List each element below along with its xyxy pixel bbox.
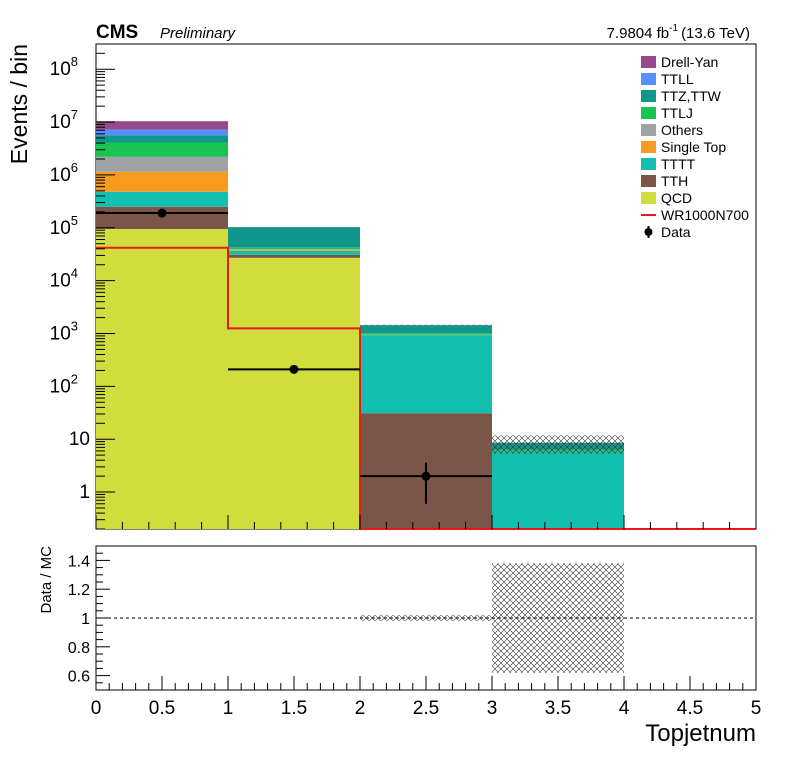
bar-ttz-ttw-bin-1 xyxy=(228,227,360,248)
legend-label-qcd: QCD xyxy=(661,190,692,206)
x-tick-label: 1 xyxy=(223,698,234,719)
ratio-y-tick-label: 1 xyxy=(81,611,90,628)
data-point-1 xyxy=(289,364,299,374)
y-tick-label: 108 xyxy=(50,54,78,80)
ratio-panel: 0.6 0.8 1 1.2 1.4 0 0.5 1 1.5 2 2.5 3 3.5 4 4.5 5 Data … xyxy=(38,545,762,747)
legend-label-single-top: Single Top xyxy=(661,139,726,155)
lumi-exp: -1 xyxy=(669,23,678,34)
y-tick-label: 104 xyxy=(50,266,78,292)
preliminary-label: Preliminary xyxy=(160,25,237,42)
bar-ttz-ttw-bin-0 xyxy=(96,135,228,143)
legend-swatch-others xyxy=(641,124,656,136)
legend-swatch-ttll xyxy=(641,73,656,85)
ratio-axes: 0.6 0.8 1 1.2 1.4 0 0.5 1 1.5 2 2.5 3 3.5 4 4.5 5 xyxy=(68,545,762,719)
energy-value: (13.6 TeV) xyxy=(681,25,750,42)
stack-bars xyxy=(96,121,624,529)
y-tick-label: 105 xyxy=(50,213,78,239)
bar-tttt-bin-3 xyxy=(492,451,624,529)
x-tick-label: 0.5 xyxy=(149,698,175,719)
bar-qcd-bin-0 xyxy=(96,228,228,529)
data-point-0 xyxy=(157,208,167,218)
legend-swatch-ttlj xyxy=(641,107,656,119)
x-tick-label: 0 xyxy=(91,698,102,719)
bar-tttt-bin-2 xyxy=(360,335,492,414)
mc-uncertainty-band xyxy=(360,324,624,454)
stack-uncertainty-bin-2 xyxy=(360,324,492,326)
bar-drell-yan-bin-0 xyxy=(96,121,228,130)
x-tick-label: 5 xyxy=(751,698,762,719)
stack-uncertainty-bin-3 xyxy=(492,435,624,454)
bar-others-bin-1 xyxy=(228,249,360,250)
bar-single-top-bin-1 xyxy=(228,249,360,251)
legend-swatch-data xyxy=(644,228,653,236)
bar-tth-bin-1 xyxy=(228,254,360,258)
signal-line xyxy=(96,246,756,530)
ratio-y-axis-title: Data / MC xyxy=(38,546,55,614)
x-tick-label: 4.5 xyxy=(677,698,703,719)
main-axes: 1 10 102 103 104 105 106 107 108 xyxy=(50,43,757,530)
legend-swatch-qcd xyxy=(641,192,656,204)
signal-histogram xyxy=(96,246,756,530)
x-tick-label: 2 xyxy=(355,698,366,719)
ratio-y-tick-label: 0.6 xyxy=(68,669,90,686)
bar-tttt-bin-1 xyxy=(228,250,360,255)
bar-others-bin-0 xyxy=(96,156,228,172)
ratio-y-tick-label: 1.4 xyxy=(68,553,90,570)
y-tick-label: 107 xyxy=(50,107,78,133)
bar-ttlj-bin-1 xyxy=(228,247,360,250)
legend-label-data: Data xyxy=(661,224,691,240)
y-tick-label: 10 xyxy=(69,429,90,450)
legend-label-ttll: TTLL xyxy=(661,71,694,87)
y-tick-label: 102 xyxy=(50,371,78,397)
lumi-value: 7.9804 fb xyxy=(607,25,670,42)
ratio-y-tick-label: 0.8 xyxy=(68,640,90,657)
main-panel: 1 10 102 103 104 105 106 107 108 Events / bin Dr… xyxy=(6,43,757,530)
bar-ttlj-bin-2 xyxy=(360,333,492,335)
y-axis-title: Events / bin xyxy=(6,44,32,164)
x-tick-label: 3 xyxy=(487,698,498,719)
legend-swatch-tttt xyxy=(641,158,656,170)
bar-single-top-bin-0 xyxy=(96,171,228,192)
legend-swatch-drell-yan xyxy=(641,56,656,68)
legend-label-others: Others xyxy=(661,122,703,138)
data-points xyxy=(96,208,492,504)
legend-label-ttlj: TTLJ xyxy=(661,105,693,121)
bar-ttll-bin-0 xyxy=(96,129,228,136)
legend-swatch-single-top xyxy=(641,141,656,153)
legend-swatch-tth xyxy=(641,175,656,187)
legend-label-tttt: TTTT xyxy=(661,156,696,172)
ratio-y-tick-label: 1.2 xyxy=(68,582,90,599)
legend-label-drell-yan: Drell-Yan xyxy=(661,54,718,70)
cms-label: CMS xyxy=(96,22,138,43)
legend-label-tth: TTH xyxy=(661,173,688,189)
y-tick-label: 103 xyxy=(50,318,78,344)
y-tick-label: 106 xyxy=(50,160,78,186)
y-tick-label: 1 xyxy=(79,482,90,503)
x-tick-label: 1.5 xyxy=(281,698,307,719)
bar-tttt-bin-0 xyxy=(96,191,228,207)
x-tick-label: 4 xyxy=(619,698,630,719)
lumi-label: 7.9804 fb-1 (13.6 TeV) xyxy=(607,23,750,42)
bar-qcd-bin-1 xyxy=(228,257,360,529)
bar-ttlj-bin-0 xyxy=(96,142,228,157)
x-axis-title: Topjetnum xyxy=(645,720,756,747)
bar-ttz-ttw-bin-2 xyxy=(360,325,492,334)
data-point-2 xyxy=(421,471,431,481)
legend-label-ttz-ttw: TTZ,TTW xyxy=(661,88,722,104)
x-tick-label: 2.5 xyxy=(413,698,439,719)
legend-swatch-ttz-ttw xyxy=(641,90,656,102)
x-tick-label: 3.5 xyxy=(545,698,571,719)
legend-label-wr1000n700: WR1000N700 xyxy=(661,207,749,223)
